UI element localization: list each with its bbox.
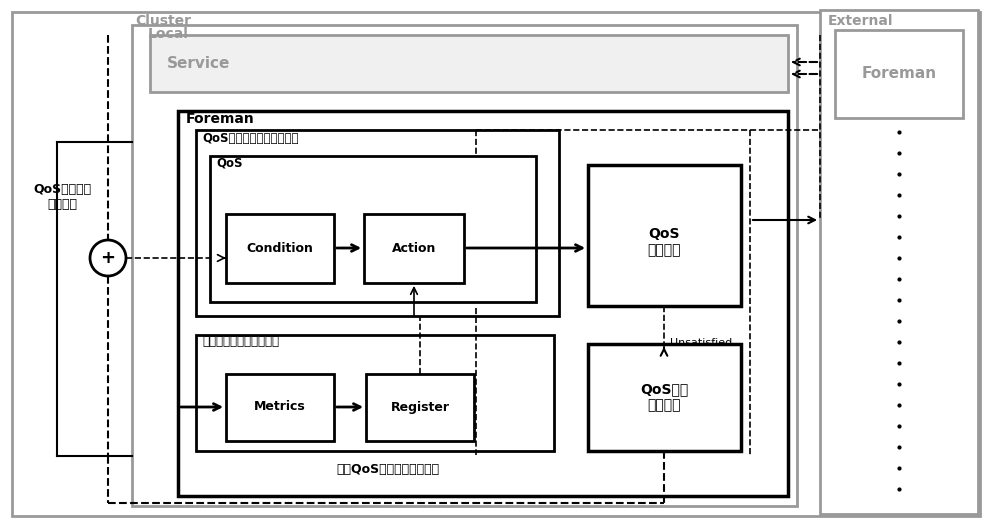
Text: Unsatisfied: Unsatisfied (670, 338, 733, 348)
FancyBboxPatch shape (820, 10, 978, 514)
Text: Metrics: Metrics (254, 401, 306, 414)
Text: External: External (828, 14, 894, 28)
FancyBboxPatch shape (364, 214, 464, 283)
Text: Condition: Condition (247, 241, 314, 255)
FancyBboxPatch shape (132, 25, 797, 506)
Text: +: + (101, 249, 116, 267)
Text: 監視時系列データベース: 監視時系列データベース (202, 335, 279, 348)
Circle shape (90, 240, 126, 276)
Text: Register: Register (390, 401, 449, 414)
Text: QoS推論
エンジン: QoS推論 エンジン (640, 382, 688, 412)
FancyBboxPatch shape (366, 374, 474, 441)
Text: Local: Local (148, 27, 189, 41)
FancyBboxPatch shape (150, 35, 788, 92)
FancyBboxPatch shape (12, 12, 980, 516)
Text: Foreman: Foreman (186, 112, 254, 126)
Text: QoS監視規則
（静的）: QoS監視規則 （静的） (33, 183, 91, 211)
Text: QoS
ソルバー: QoS ソルバー (647, 227, 681, 257)
Text: Service: Service (167, 55, 231, 71)
Text: 推論QoS監視規則（動的）: 推論QoS監視規則（動的） (337, 463, 440, 476)
FancyBboxPatch shape (588, 165, 741, 306)
FancyBboxPatch shape (178, 111, 788, 496)
FancyBboxPatch shape (196, 130, 559, 316)
Text: QoS: QoS (216, 156, 243, 169)
FancyBboxPatch shape (226, 214, 334, 283)
FancyBboxPatch shape (588, 344, 741, 451)
FancyBboxPatch shape (196, 335, 554, 451)
Text: Action: Action (392, 241, 437, 255)
Text: QoS監視知識データベース: QoS監視知識データベース (202, 132, 299, 145)
FancyBboxPatch shape (210, 156, 536, 302)
FancyBboxPatch shape (835, 30, 963, 118)
Text: Foreman: Foreman (861, 66, 937, 82)
Text: Cluster: Cluster (135, 14, 191, 28)
FancyBboxPatch shape (226, 374, 334, 441)
